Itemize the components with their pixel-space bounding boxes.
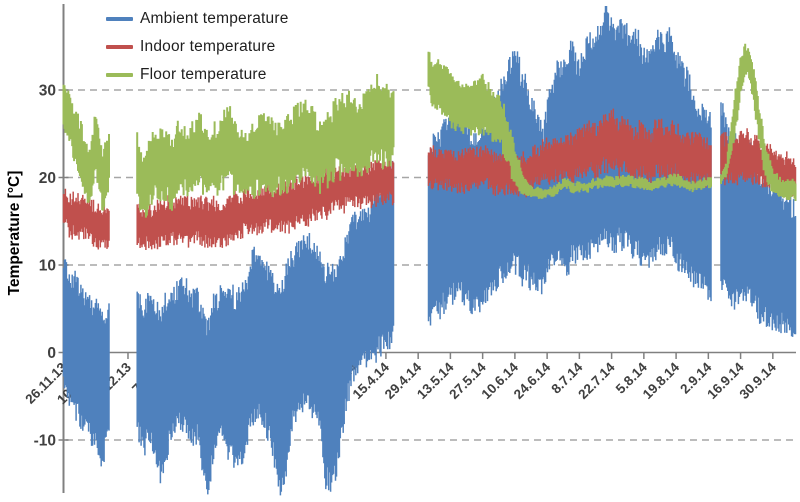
legend-item-indoor: Indoor temperature bbox=[106, 33, 289, 61]
legend-swatch-indoor-icon bbox=[106, 45, 133, 49]
legend-label-indoor: Indoor temperature bbox=[140, 38, 276, 55]
y-tick-label-0: 0 bbox=[47, 345, 56, 362]
y-tick-label-20: 20 bbox=[39, 170, 56, 187]
legend-item-ambient: Ambient temperature bbox=[106, 5, 289, 33]
series-floor-temperature bbox=[62, 43, 797, 218]
y-tick-label-10: 10 bbox=[39, 258, 56, 275]
legend: Ambient temperature Indoor temperature F… bbox=[106, 5, 289, 89]
series-indoor-temperature bbox=[62, 108, 797, 250]
legend-label-floor: Floor temperature bbox=[140, 66, 267, 83]
y-axis-title: Temperature [°C] bbox=[6, 170, 23, 296]
x-tick-label-15: 24.6.14 bbox=[511, 359, 554, 402]
x-tick-label-22: 30.9.14 bbox=[736, 359, 779, 402]
legend-swatch-ambient-icon bbox=[106, 17, 133, 21]
legend-swatch-floor-icon bbox=[106, 73, 133, 77]
x-tick-label-17: 22.7.14 bbox=[575, 359, 618, 402]
x-tick-label-19: 19.8.14 bbox=[640, 359, 683, 402]
y-tick-label-30: 30 bbox=[39, 83, 56, 100]
legend-item-floor: Floor temperature bbox=[106, 61, 289, 89]
legend-label-ambient: Ambient temperature bbox=[140, 10, 289, 27]
y-tick-label--10: -10 bbox=[34, 433, 56, 450]
